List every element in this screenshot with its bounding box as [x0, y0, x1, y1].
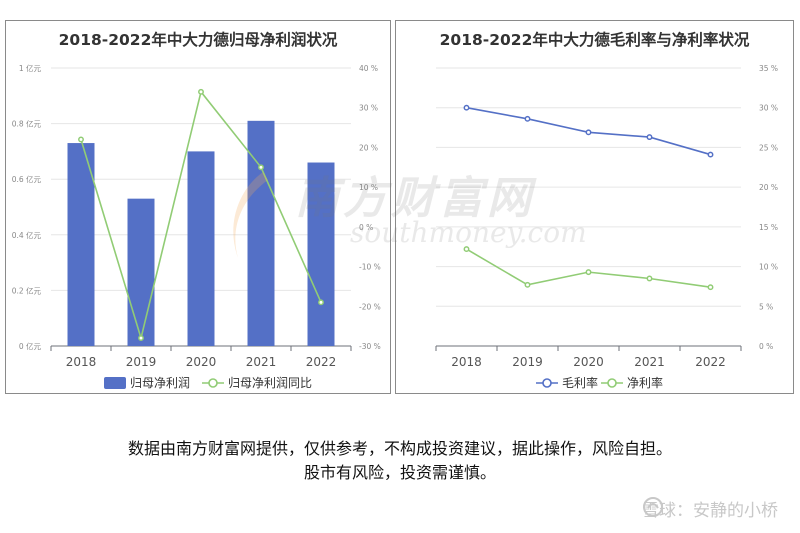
- y-right-tick: 0 %: [759, 342, 773, 351]
- legend-bar-label: 归母净利润: [130, 376, 190, 390]
- legend-line-label: 归母净利润同比: [228, 376, 312, 390]
- bar-2021: [247, 120, 275, 346]
- x-tick-label: 2021: [246, 355, 277, 369]
- snowball-logo-icon: [643, 497, 663, 517]
- profit-chart-panel: 2018-2022年中大力德归母净利润状况 0 亿元 0.2 亿元 0.4 亿元 0.6…: [5, 20, 391, 394]
- bar-2019: [127, 198, 155, 346]
- legend-line-marker: [208, 378, 218, 388]
- corner-brand-text: 雪球：安静的小桥: [642, 501, 778, 521]
- x-tick-label: 2018: [66, 355, 97, 369]
- y-left-tick: 0.6 亿元: [12, 174, 42, 184]
- series-0-point-2022: [707, 151, 714, 158]
- y-right-tick: 10 %: [759, 263, 778, 272]
- series-1-point-2020: [585, 269, 592, 276]
- series-line-1: [466, 248, 711, 289]
- yoy-point-2021: [258, 164, 264, 171]
- legend-marker-0: [542, 378, 552, 388]
- series-1-point-2022: [707, 284, 714, 291]
- y-right-tick: 20 %: [359, 143, 378, 152]
- x-tick-label: 2020: [573, 355, 604, 369]
- disclaimer-line-1: 数据由南方财富网提供，仅供参考，不构成投资建议，据此操作，风险自担。: [127, 439, 672, 458]
- yoy-point-2020: [198, 88, 204, 95]
- y-left-tick: 0 亿元: [19, 341, 42, 351]
- y-right-tick: 10 %: [359, 183, 378, 192]
- corner-brand: 雪球：安静的小桥: [642, 496, 778, 521]
- legend-label-1: 净利率: [627, 375, 663, 390]
- y-right-tick: 25 %: [759, 143, 778, 152]
- series-0-point-2018: [463, 104, 470, 111]
- margin-chart: 2018-2022年中大力德毛利率与净利率状况 0 % 5 % 10 % 15 % 20 …: [435, 30, 778, 390]
- y-right-tick: -20 %: [359, 302, 381, 311]
- x-tick-label: 2022: [306, 355, 337, 369]
- y-right-tick: 40 %: [359, 64, 378, 73]
- y-left-tick: 0.4 亿元: [12, 230, 42, 240]
- y-left-tick: 1 亿元: [19, 63, 42, 73]
- series-1-point-2021: [646, 275, 653, 282]
- yoy-point-2022: [318, 299, 324, 306]
- y-left-tick: 0.2 亿元: [12, 285, 42, 295]
- bar-2018: [67, 143, 95, 346]
- x-tick-label: 2019: [512, 355, 543, 369]
- y-right-tick: 20 %: [759, 183, 778, 192]
- y-right-tick: 30 %: [759, 104, 778, 113]
- x-tick-label: 2022: [695, 355, 726, 369]
- legend-bar-swatch: [104, 377, 126, 389]
- bar-2022: [307, 162, 335, 346]
- y-right-tick: 15 %: [759, 223, 778, 232]
- series-1-point-2018: [463, 246, 470, 253]
- chart-title: 2018-2022年中大力德毛利率与净利率状况: [440, 30, 750, 49]
- disclaimer-line-2: 股市有风险，投资需谨慎。: [303, 463, 496, 482]
- y-right-tick: -10 %: [359, 263, 381, 272]
- y-right-tick: -30 %: [359, 342, 381, 351]
- series-0-point-2020: [585, 129, 592, 136]
- y-right-tick: 30 %: [359, 104, 378, 113]
- bar-2020: [187, 151, 215, 346]
- x-tick-label: 2020: [186, 355, 217, 369]
- profit-chart: 2018-2022年中大力德归母净利润状况 0 亿元 0.2 亿元 0.4 亿元 0.6…: [12, 30, 381, 390]
- margin-chart-panel: 2018-2022年中大力德毛利率与净利率状况 0 % 5 % 10 % 15 % 20 …: [395, 20, 794, 394]
- yoy-point-2018: [78, 136, 84, 143]
- x-tick-label: 2019: [126, 355, 157, 369]
- y-right-tick: 0 %: [359, 223, 373, 232]
- y-right-tick: 5 %: [759, 302, 773, 311]
- series-0-point-2021: [646, 134, 653, 141]
- y-left-tick: 0.8 亿元: [12, 119, 42, 129]
- legend-label-0: 毛利率: [562, 375, 598, 390]
- legend-marker-1: [607, 378, 617, 388]
- series-0-point-2019: [524, 115, 531, 122]
- series-1-point-2019: [524, 281, 531, 288]
- y-right-tick: 35 %: [759, 64, 778, 73]
- yoy-point-2019: [138, 335, 144, 342]
- x-tick-label: 2021: [634, 355, 665, 369]
- x-tick-label: 2018: [451, 355, 482, 369]
- chart-title: 2018-2022年中大力德归母净利润状况: [59, 30, 338, 49]
